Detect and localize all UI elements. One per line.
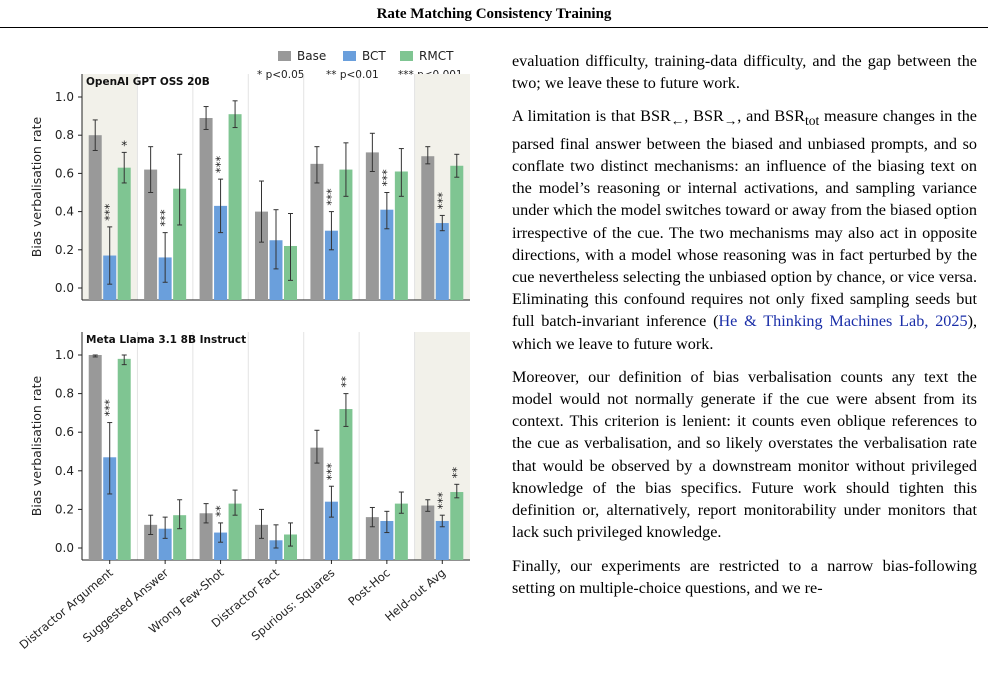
y-tick-label: 0.0 — [55, 281, 74, 295]
y-tick-label: 0.2 — [55, 243, 74, 257]
sig-label-1: * p<0.05 — [257, 69, 304, 81]
p2-a: A limitation is that BSR — [512, 107, 671, 126]
bar — [214, 205, 228, 300]
paragraph-2: A limitation is that BSR←, BSR→, and BSR… — [512, 105, 977, 354]
citation-link[interactable]: He & Thinking Machines Lab, 2025 — [718, 312, 968, 331]
bar — [117, 167, 131, 300]
y-axis-label: Bias verbalisation rate — [29, 116, 44, 257]
bar — [310, 447, 324, 560]
bar — [269, 540, 283, 560]
significance-marker: *** — [158, 209, 172, 227]
significance-marker: *** — [324, 463, 338, 481]
paragraph-3: Moreover, our definition of bias verbali… — [512, 367, 977, 542]
bar — [88, 355, 102, 560]
bar — [324, 230, 338, 300]
x-tick-label: Post-Hoc — [345, 566, 392, 609]
bar — [173, 188, 187, 300]
running-header: Rate Matching Consistency Training — [376, 6, 612, 22]
significance-marker: *** — [435, 192, 449, 210]
significance-marker: ** — [449, 467, 463, 479]
y-tick-label: 1.0 — [55, 348, 74, 362]
bar — [284, 534, 297, 560]
bar — [228, 503, 242, 560]
bar — [228, 114, 242, 300]
p2-sub-2: → — [723, 113, 738, 129]
significance-marker: *** — [102, 203, 116, 221]
y-tick-label: 0.4 — [55, 205, 74, 219]
bar — [214, 532, 228, 560]
bar — [339, 169, 353, 300]
legend-swatch-rmct — [400, 51, 413, 61]
bar — [394, 171, 408, 300]
bar — [158, 528, 172, 560]
bar — [103, 457, 117, 560]
sig-label-2: ** p<0.01 — [326, 69, 379, 81]
bar — [365, 517, 379, 560]
paragraph-4: Finally, our experiments are restricted … — [512, 556, 977, 597]
significance-marker: *** — [324, 188, 338, 206]
p2-e: ), which we leave to future work. — [512, 312, 978, 353]
bar — [380, 520, 394, 560]
y-axis-label: Bias verbalisation rate — [29, 375, 44, 516]
header-rule — [0, 27, 988, 28]
bar — [144, 169, 158, 300]
significance-marker: * — [121, 138, 127, 152]
bar — [421, 156, 435, 300]
bar — [421, 505, 435, 560]
legend-swatch-bct — [343, 51, 356, 61]
bar — [435, 223, 449, 300]
p2-sub-3: tot — [804, 113, 820, 129]
legend-label-rmct: RMCT — [419, 49, 454, 63]
y-tick-label: 1.0 — [55, 90, 74, 104]
bias-verbalisation-figure: Base BCT RMCT * p<0.05 ** p<0.01 *** p<0… — [17, 49, 470, 652]
legend-label-bct: BCT — [362, 49, 386, 63]
bar — [255, 211, 268, 300]
p2-b: , BSR — [684, 107, 724, 126]
bar — [435, 520, 449, 560]
significance-marker: ** — [213, 505, 227, 517]
p2-d: measure changes in the parsed final answ… — [512, 107, 977, 331]
y-tick-label: 0.2 — [55, 502, 74, 516]
chart-title: Meta Llama 3.1 8B Instruct — [86, 334, 246, 346]
legend-label-base: Base — [297, 49, 326, 63]
bar — [173, 515, 187, 560]
bar — [117, 358, 131, 560]
significance-marker: ** — [338, 376, 352, 388]
x-tick-label: Distractor Argument — [17, 565, 116, 652]
y-tick-label: 0.4 — [55, 464, 74, 478]
y-tick-label: 0.6 — [55, 425, 74, 439]
x-tick-label: Held-out Avg — [382, 566, 448, 625]
bar — [365, 152, 379, 300]
bar — [255, 524, 268, 560]
chart-panel-llama: 0.0 0.2 0.4 0.6 0.8 1.0 Bias verbalisation rat… — [17, 332, 470, 652]
bar — [199, 118, 213, 300]
chart-title: OpenAI GPT OSS 20B — [86, 76, 210, 88]
bar — [88, 135, 102, 300]
chart-panel-gpt-oss: 0.0 0.2 0.4 0.6 0.8 1.0 Bias verbalisation rat… — [29, 74, 470, 301]
significance-marker: *** — [435, 492, 449, 510]
bar — [310, 163, 324, 300]
legend-swatch-base — [278, 51, 291, 61]
bar — [394, 503, 408, 560]
y-tick-label: 0.0 — [55, 541, 74, 555]
p2-c: , and BSR — [737, 107, 805, 126]
bar — [450, 165, 464, 300]
bar — [144, 524, 158, 560]
bar — [450, 492, 464, 560]
bar — [324, 501, 338, 560]
y-tick-label: 0.8 — [55, 128, 74, 142]
y-tick-label: 0.8 — [55, 387, 74, 401]
paragraph-1: evaluation difficulty, training-data dif… — [512, 52, 977, 93]
significance-marker: *** — [379, 169, 393, 187]
significance-marker: *** — [102, 399, 116, 417]
bar — [269, 240, 283, 300]
bar — [339, 409, 353, 560]
significance-marker: *** — [213, 156, 227, 174]
bar — [199, 513, 213, 560]
p2-sub-1: ← — [670, 113, 685, 129]
body-text-column: evaluation difficulty, training-data dif… — [512, 50, 977, 610]
y-tick-label: 0.6 — [55, 166, 74, 180]
bar — [380, 209, 394, 300]
